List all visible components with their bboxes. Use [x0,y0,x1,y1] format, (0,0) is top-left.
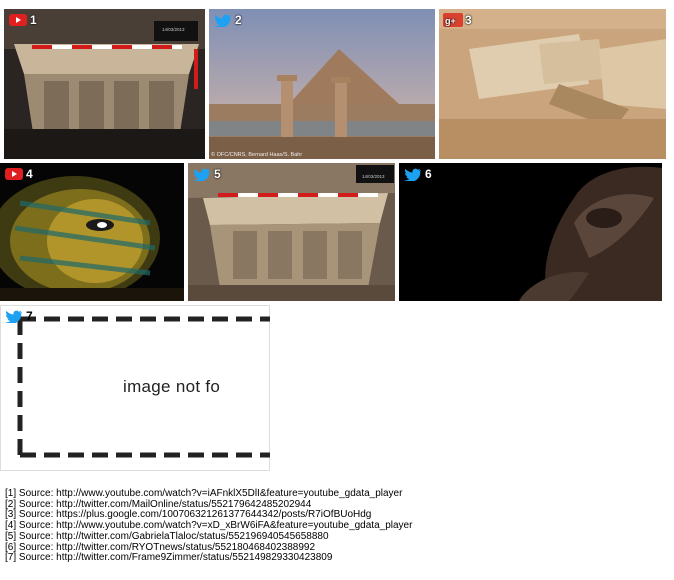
tile-7-badge: 7 [4,309,33,323]
tile-5-photo-tag: 14/03/2013 [362,174,385,179]
tile-6-number: 6 [425,167,432,181]
tile-6-badge: 6 [403,167,432,181]
source-line-3: [3] Source: https://plus.google.com/1007… [5,509,372,521]
tile-3-photo [439,9,666,159]
image-not-found-placeholder [0,305,270,471]
gallery-tile-4[interactable]: 4 [0,163,184,301]
google-plus-icon: g+ [443,13,463,27]
tile-2-photo-credit: © OFC/CNRS, Bernard Haas/S. Bahr [211,151,302,158]
svg-text:g+: g+ [445,16,456,26]
tile-7-number: 7 [26,309,33,323]
image-not-found-text: image not fo [123,377,221,396]
tile-1-number: 1 [30,13,37,27]
tile-2-number: 2 [235,13,242,27]
youtube-icon [5,168,23,180]
source-line-6: [6] Source: http://twitter.com/RYOTnews/… [5,541,316,553]
tile-5-photo: 14/03/2013 [188,163,395,301]
tile-1-photo: 14/03/2013 [4,9,205,159]
twitter-bird-icon [404,168,421,181]
tile-3-badge: g+ 3 [443,13,472,27]
source-line-5: [5] Source: http://twitter.com/GabrielaT… [5,530,329,542]
source-line-1: [1] Source: http://www.youtube.com/watch… [5,488,403,499]
source-line-2: [2] Source: http://twitter.com/MailOnlin… [5,498,312,510]
gallery-tile-5[interactable]: 14/03/2013 5 [188,163,395,301]
tile-5-badge: 5 [192,167,221,181]
tile-1-photo-tag: 14/03/2013 [162,27,185,32]
tile-2-badge: 2 [213,13,242,27]
source-list: [1] Source: http://www.youtube.com/watch… [5,488,413,564]
tile-5-number: 5 [214,167,221,181]
tile-1-badge: 1 [8,13,37,27]
gallery-tile-6[interactable]: 6 [399,163,662,301]
tile-4-number: 4 [26,167,33,181]
gallery-tile-7[interactable]: 7 [0,305,270,471]
youtube-icon [9,14,27,26]
gallery-tile-3[interactable]: g+ 3 [439,9,666,159]
twitter-bird-icon [214,14,231,27]
tile-4-badge: 4 [4,167,33,181]
twitter-bird-icon [193,168,210,181]
tile-3-number: 3 [465,13,472,27]
source-line-4: [4] Source: http://www.youtube.com/watch… [5,520,413,532]
source-line-7: [7] Source: http://twitter.com/Frame9Zim… [5,552,333,564]
tile-2-photo: © OFC/CNRS, Bernard Haas/S. Bahr [209,9,435,159]
twitter-bird-icon [5,310,22,323]
gallery-tile-2[interactable]: © OFC/CNRS, Bernard Haas/S. Bahr 2 [209,9,435,159]
tile-4-photo [0,163,184,301]
gallery-tile-1[interactable]: 14/03/2013 1 [4,9,205,159]
tile-6-photo [399,163,662,301]
